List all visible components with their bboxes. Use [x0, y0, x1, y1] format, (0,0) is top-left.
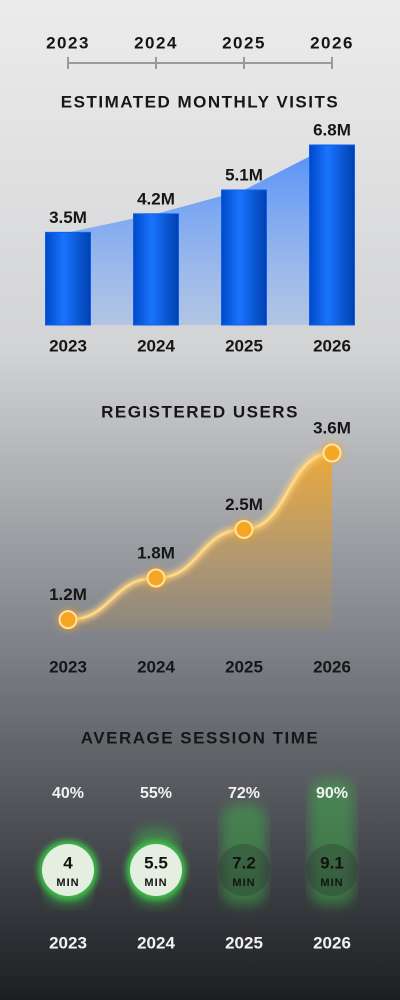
- bar: [45, 231, 91, 326]
- timeline-year: 2026: [310, 33, 354, 52]
- time-circle: [130, 844, 182, 896]
- point: [146, 568, 166, 588]
- bar: [133, 213, 179, 326]
- time-value: 7.2: [232, 853, 256, 872]
- x-tick-label: 2026: [313, 336, 351, 355]
- time-circle: [218, 844, 270, 896]
- point: [58, 610, 78, 630]
- x-tick-label: 2026: [313, 933, 351, 952]
- value-label: 2.5M: [225, 495, 263, 514]
- x-tick-label: 2024: [137, 657, 175, 676]
- x-tick-label: 2024: [137, 336, 175, 355]
- chart-title: ESTIMATED MONTHLY VISITS: [61, 92, 339, 111]
- value-label: 1.8M: [137, 543, 175, 562]
- chart-title: REGISTERED USERS: [101, 402, 299, 421]
- value-label: 3.5M: [49, 208, 87, 227]
- x-tick-label: 2023: [49, 933, 87, 952]
- x-tick-label: 2025: [225, 336, 263, 355]
- time-unit: MIN: [320, 877, 343, 889]
- x-tick-label: 2025: [225, 657, 263, 676]
- time-circle: [306, 844, 358, 896]
- x-tick-label: 2023: [49, 657, 87, 676]
- bar: [221, 189, 267, 326]
- percent-label: 55%: [140, 785, 172, 802]
- progress-glow: [222, 804, 266, 905]
- point: [322, 443, 342, 463]
- bar: [309, 144, 355, 326]
- x-tick-label: 2024: [137, 933, 175, 952]
- value-label: 1.2M: [49, 585, 87, 604]
- progress-glow: [310, 779, 354, 905]
- x-tick-label: 2025: [225, 933, 263, 952]
- x-tick-label: 2026: [313, 657, 351, 676]
- percent-label: 90%: [316, 785, 348, 802]
- value-label: 3.6M: [313, 418, 351, 437]
- percent-label: 40%: [52, 785, 84, 802]
- charts: 2023 2024 2025 2026 ESTIMATED MONTHLY VISITS…: [38, 33, 358, 952]
- timeline-year: 2024: [134, 33, 178, 52]
- time-unit: MIN: [232, 877, 255, 889]
- timeline-year: 2023: [46, 33, 90, 52]
- time-unit: MIN: [144, 877, 167, 889]
- value-label: 6.8M: [313, 120, 351, 139]
- area-fill: [68, 453, 332, 630]
- chart-title: AVERAGE SESSION TIME: [81, 728, 319, 747]
- percent-label: 72%: [228, 785, 260, 802]
- value-label: 5.1M: [225, 165, 263, 184]
- point: [234, 519, 254, 539]
- time-value: 5.5: [144, 853, 168, 872]
- time-circle: [42, 844, 94, 896]
- time-value: 4: [63, 853, 73, 872]
- line: [67, 451, 333, 621]
- time-unit: MIN: [56, 877, 79, 889]
- time-value: 9.1: [320, 853, 344, 872]
- x-tick-label: 2023: [49, 336, 87, 355]
- timeline-year: 2025: [222, 33, 266, 52]
- value-label: 4.2M: [137, 189, 175, 208]
